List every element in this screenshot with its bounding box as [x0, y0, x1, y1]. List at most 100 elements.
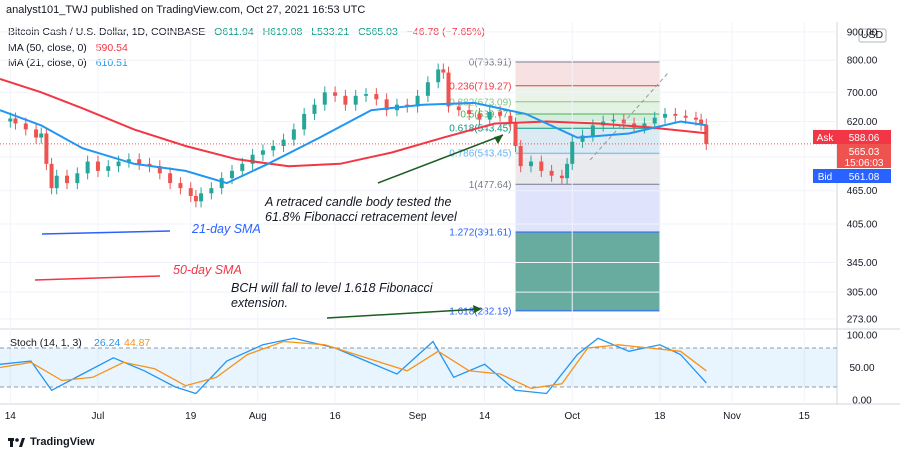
candle-body-2: [13, 118, 18, 124]
brand-name: TradingView: [30, 436, 95, 448]
retrace-arrow-head: [494, 135, 503, 144]
candle-body-63: [580, 135, 585, 142]
ma-layer: [0, 78, 837, 185]
grid-layer: [0, 22, 837, 404]
price-tick-6: 405.00: [847, 219, 878, 230]
candle-body-20: [178, 183, 183, 189]
candle-body-60: [559, 175, 564, 179]
candle-body-52: [487, 112, 492, 120]
candle-body-71: [663, 113, 668, 118]
currency-box[interactable]: [858, 28, 887, 43]
ma50-line: [0, 78, 707, 168]
candle-body-69: [642, 123, 647, 128]
time-tick-2: 19: [185, 411, 197, 422]
candle-body-30: [271, 146, 276, 151]
price-tick-2: 700.00: [847, 88, 878, 99]
ma50-value: 590.54: [95, 42, 128, 54]
ask-label-bg: [813, 130, 837, 144]
tradingview-brand[interactable]: TradingView: [8, 436, 95, 448]
candle-body-16: [137, 159, 142, 164]
candle-body-6: [44, 133, 49, 164]
time-tick-7: Oct: [564, 411, 580, 422]
candle-body-46: [436, 69, 441, 83]
fib-zone-7: [515, 232, 660, 311]
price-axis: USD 900.00800.00700.00620.00535.00465.00…: [847, 27, 887, 325]
bid-value: 561.08: [849, 172, 880, 183]
candle-body-5: [39, 133, 44, 138]
stoch-tick-1: 50.00: [849, 363, 874, 374]
tradingview-logo-icon: [8, 438, 25, 447]
candle-body-61: [565, 163, 570, 179]
candle-body-37: [343, 95, 348, 105]
fib-level-label-5: 0.786(543.45): [449, 149, 511, 160]
candle-body-32: [291, 129, 296, 140]
price-tick-3: 620.00: [847, 117, 878, 128]
bid-label: Bid: [818, 172, 832, 183]
price-tick-9: 273.00: [847, 314, 878, 325]
ma50-label: MA (50, close, 0): [8, 42, 87, 54]
time-tick-4: 16: [330, 411, 342, 422]
stoch-d-line: [0, 340, 707, 389]
candle-body-40: [374, 94, 379, 100]
candle-body-4: [34, 129, 39, 138]
candle-body-7: [49, 163, 54, 189]
candle-body-33: [302, 113, 307, 130]
bid-value-bg: [837, 169, 891, 183]
candle-body-56: [518, 146, 523, 167]
candle-body-10: [75, 173, 80, 184]
time-tick-9: Nov: [723, 411, 741, 422]
candle-body-39: [364, 94, 369, 96]
fib-zone-5: [515, 153, 660, 185]
price-tick-8: 305.00: [847, 288, 878, 299]
stoch-k-value: 26.24: [94, 337, 120, 349]
fib-level-label-7: 1.272(391.61): [449, 228, 511, 239]
stoch-pane: Stoch (14, 1, 3) 26.24 44.87 100.00 50.00…: [0, 331, 878, 407]
time-tick-1: Jul: [92, 411, 105, 422]
candle-body-24: [209, 188, 214, 194]
fib-level-label-4: 0.618(543.45): [449, 124, 511, 135]
sma21-label: 21-day SMA: [191, 222, 261, 236]
fall-note-1: BCH will fall to level 1.618 Fibonacci: [231, 281, 434, 295]
candle-body-11: [85, 161, 90, 174]
price-tick-1: 800.00: [847, 56, 878, 67]
time-tick-10: 15: [799, 411, 811, 422]
candle-body-1: [8, 118, 13, 122]
candle-body-75: [699, 119, 704, 125]
candle-body-35: [322, 92, 327, 105]
candle-body-26: [229, 170, 234, 179]
fib-zone-1: [515, 85, 660, 102]
candle-body-44: [415, 95, 420, 107]
price-tick-5: 465.00: [847, 186, 878, 197]
last-price-bg: [837, 144, 891, 168]
fall-arrow-head: [473, 305, 482, 313]
candle-body-29: [260, 150, 265, 155]
fib-zone-2: [515, 101, 660, 114]
candle-body-45: [425, 82, 430, 96]
fib-zone-6: [515, 184, 660, 233]
candle-body-12: [95, 161, 100, 171]
time-tick-6: 14: [479, 411, 491, 422]
candle-body-67: [621, 119, 626, 124]
last-price: 565.03: [849, 147, 880, 158]
candle-body-51: [477, 113, 482, 120]
candle-body-66: [611, 119, 616, 122]
candle-body-41: [384, 99, 389, 111]
candle-body-22: [193, 195, 198, 202]
sma50-label: 50-day SMA: [173, 263, 242, 277]
stoch-tick-0: 100.00: [847, 331, 878, 342]
stoch-k-line: [0, 337, 707, 395]
ask-value: 588.06: [849, 133, 880, 144]
candle-body-53: [498, 112, 503, 116]
ask-label: Ask: [817, 133, 835, 144]
fib-level-label-2: 0.382(673.09): [449, 97, 511, 108]
candle-body-47: [441, 69, 446, 73]
candle-body-55: [513, 123, 518, 147]
retrace-arrow: [377, 134, 504, 184]
candle-body-48: [446, 72, 451, 107]
fib-level-label-6: 1(477.64): [469, 180, 512, 191]
candle-body-73: [683, 115, 688, 118]
candle-body-8: [54, 175, 59, 189]
candle-body-25: [219, 178, 224, 189]
sma50-pointer-line: [34, 275, 161, 281]
